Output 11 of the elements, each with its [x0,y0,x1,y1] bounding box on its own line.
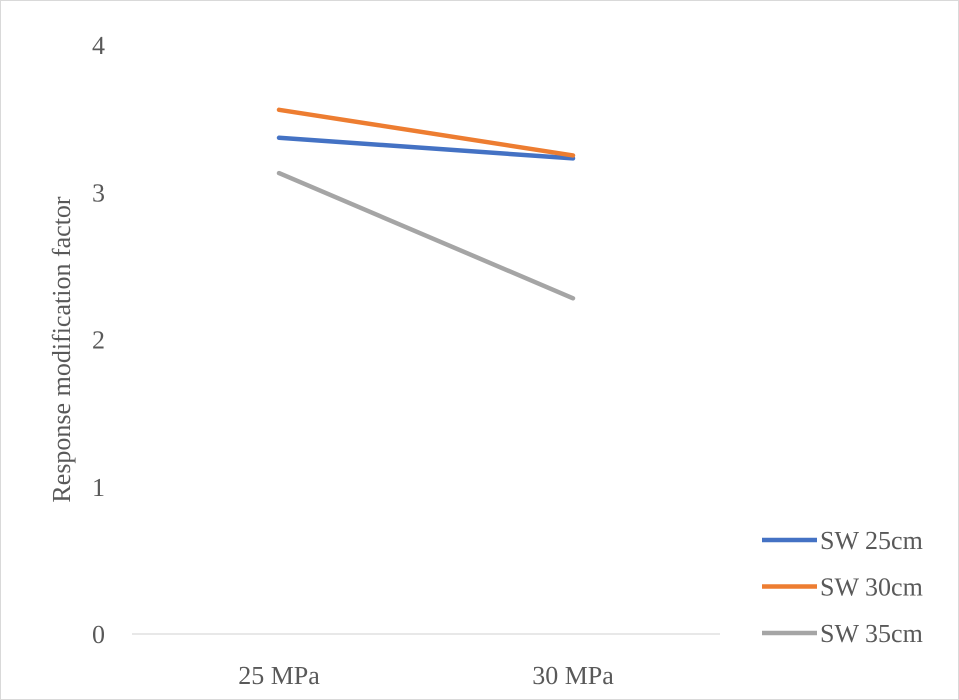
y-tick-label: 3 [92,178,105,208]
legend-label: SW 35cm [820,619,923,648]
y-axis-title: Response modification factor [47,196,76,503]
x-tick-label: 30 MPa [532,661,614,690]
y-tick-label: 1 [92,472,105,502]
legend-label: SW 25cm [820,526,923,556]
y-tick-label: 0 [92,620,105,650]
y-tick-label: 4 [92,31,105,60]
legend-label: SW 30cm [820,572,923,602]
y-tick-label: 2 [92,326,105,355]
x-tick-label: 25 MPa [238,661,320,690]
